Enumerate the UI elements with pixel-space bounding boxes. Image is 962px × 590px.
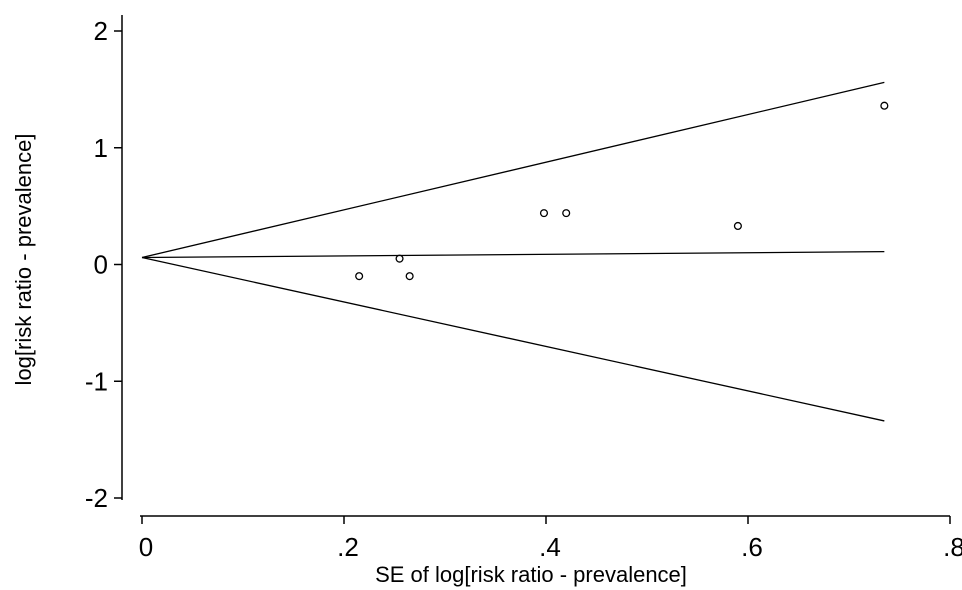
data-point: [562, 209, 571, 218]
y-tick-label: -2: [85, 483, 108, 513]
lower-limit-line: [141, 256, 885, 422]
y-tick-label: -1: [85, 366, 108, 396]
data-point: [355, 272, 364, 281]
x-axis-title: SE of log[risk ratio - prevalence]: [375, 562, 687, 587]
y-tick-label: 1: [94, 133, 108, 163]
funnel-lines: [141, 81, 885, 422]
data-point: [880, 101, 889, 110]
data-point: [395, 254, 404, 263]
upper-limit-line: [141, 81, 885, 259]
x-tick-label: .4: [539, 532, 561, 562]
y-tick-label: 0: [94, 250, 108, 280]
pooled-estimate-line: [141, 251, 885, 259]
data-point: [405, 272, 414, 281]
y-axis-title: log[risk ratio - prevalence]: [11, 134, 36, 386]
axes: 2 1 0 -1 -2 0 .2 .4 .6 .8: [85, 15, 962, 562]
x-tick-label: .2: [337, 532, 359, 562]
data-points: [355, 101, 889, 281]
x-tick-label: .6: [741, 532, 763, 562]
data-point: [539, 209, 549, 218]
x-tick-label: 0: [139, 532, 153, 562]
x-tick-label: .8: [943, 532, 962, 562]
data-point: [733, 221, 742, 231]
y-tick-label: 2: [94, 16, 108, 46]
